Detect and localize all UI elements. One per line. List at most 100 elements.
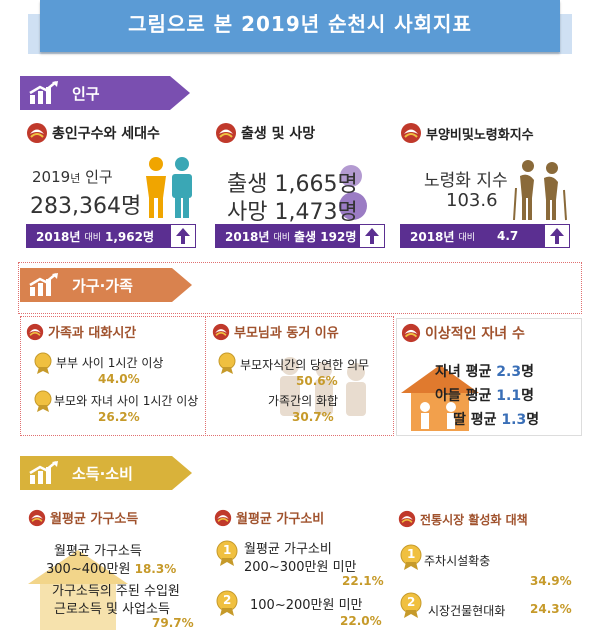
children-row-total: 자녀 평균 2.3명 (435, 361, 534, 381)
house-icon (28, 550, 128, 630)
heading-text: 부양비및노령화지수 (426, 127, 534, 143)
growth-chart-icon (29, 81, 58, 104)
city-logo-icon (398, 510, 416, 528)
card-aging-index: 부양비및노령화지수 노령화 지수 103.6 2018년 대비 4.7 (400, 122, 570, 252)
bar-value: 4.7 (497, 229, 519, 243)
household-cards-frame (20, 316, 394, 436)
row-unit: 명 (521, 364, 534, 380)
birth-value: 1,665명 (274, 172, 358, 197)
death-label: 사망 (227, 200, 268, 225)
card-monthly-spend: 월평균 가구소비 1 월평균 가구소비 200~300만원 미만 22.1% 2… (214, 508, 390, 632)
title-banner (40, 0, 560, 52)
card-heading: 이상적인 자녀 수 (401, 323, 581, 343)
city-logo-icon (401, 323, 421, 343)
growth-chart-icon (29, 273, 58, 296)
household-section-frame (18, 262, 582, 314)
tab-arrow-shape (20, 456, 192, 490)
population-label: 인구 (85, 168, 113, 186)
medal-icon (34, 352, 52, 374)
medal-icon (400, 544, 422, 570)
up-arrow-icon (359, 224, 385, 248)
bar-year: 2018년 (410, 229, 455, 244)
section-tab-household: 가구·가족 (20, 268, 192, 302)
death-line: 사망 1,473명 (227, 194, 358, 226)
death-value: 1,473명 (274, 200, 358, 225)
conversation-item2-pct: 26.2% (98, 410, 140, 424)
spend-item1a: 월평균 가구소비 (244, 542, 332, 557)
card-monthly-income: 월평균 가구소득 월평균 가구소득 300~400만원 18.3% 가구소득의 … (28, 508, 208, 632)
card-heading: 총인구수와 세대수 (26, 122, 196, 144)
income-line1: 월평균 가구소득 (54, 544, 142, 559)
card-heading: 부모님과 동거 이유 (212, 322, 388, 341)
section-tab-income: 소득·소비 (20, 456, 192, 490)
year-text: 2019 (32, 168, 71, 186)
city-logo-icon (27, 123, 47, 143)
section-label: 가구·가족 (72, 276, 133, 295)
income-range-pct: 18.3% (134, 562, 177, 576)
aging-change-bar: 2018년 대비 4.7 (400, 224, 570, 248)
bar-compare: 대비 (273, 232, 291, 243)
children-row-son: 아들 평균 1.1명 (435, 385, 534, 405)
city-logo-icon (26, 323, 44, 340)
row-value: 2.3 (496, 364, 522, 380)
bar-value: 출생 192명 (294, 229, 357, 244)
rank-medal-1: 1 (400, 544, 422, 570)
bar-year: 2018년 (36, 229, 81, 244)
heading-text: 이상적인 자녀 수 (425, 326, 525, 342)
conversation-item2: 부모와 자녀 사이 1시간 이상 (54, 394, 199, 408)
income-line4-pct: 79.7% (152, 616, 194, 630)
section-tab-population: 인구 (20, 76, 190, 110)
heading-text: 부모님과 동거 이유 (234, 326, 339, 341)
up-arrow-icon (170, 224, 196, 248)
city-logo-icon (216, 123, 236, 143)
row-value: 1.1 (496, 388, 522, 404)
heading-text: 가족과 대화시간 (48, 326, 137, 341)
heading-text: 월평균 가구소비 (236, 512, 325, 527)
tab-arrow-shape (20, 268, 192, 302)
income-range: 300~400만원 (46, 562, 131, 577)
rank-medal-1: 1 (216, 540, 238, 566)
heading-text: 월평균 가구소득 (50, 512, 139, 527)
row-label: 딸 평균 (453, 412, 497, 428)
market-item2-pct: 24.3% (530, 602, 572, 616)
market-item1-pct: 34.9% (530, 574, 572, 588)
conversation-item1-pct: 44.0% (98, 372, 140, 386)
population-year-line: 2019년 인구 (32, 166, 113, 187)
row-value: 1.3 (501, 412, 527, 428)
bar-compare: 대비 (84, 232, 102, 243)
heading-text: 출생 및 사망 (241, 126, 316, 142)
aging-label: 노령화 지수 (424, 171, 508, 191)
cohabit-item1: 부모자식간의 당연한 의무 (240, 358, 370, 372)
rank-number: 2 (407, 595, 416, 609)
medal-icon (216, 540, 238, 566)
family-silhouette-icon (280, 357, 366, 416)
medal-icon (218, 352, 236, 374)
row-unit: 명 (526, 412, 540, 428)
card-market-revitalization: 전통시장 활성화 대책 1 주차시설확충 34.9% 2 시장건물현대화 24.… (398, 510, 578, 632)
medal-icon (216, 590, 238, 616)
card-family-conversation: 가족과 대화시간 부부 사이 1시간 이상 44.0% 부모와 자녀 사이 1시… (26, 322, 202, 430)
rank-medal-2: 2 (400, 592, 422, 618)
spend-item2: 100~200만원 미만 (250, 598, 363, 613)
bar-year: 2018년 (225, 229, 270, 244)
row-unit: 명 (521, 388, 534, 404)
income-line2: 300~400만원 18.3% (46, 558, 176, 577)
cohabit-item2-pct: 30.7% (292, 410, 334, 424)
growth-chart-icon (29, 461, 58, 484)
card-ideal-children: 이상적인 자녀 수 자녀 평균 2.3명 아들 평균 1.1명 딸 평균 1.3… (396, 318, 582, 436)
children-row-daughter: 딸 평균 1.3명 (453, 409, 539, 429)
income-line3: 가구소득의 주된 수입원 (52, 584, 180, 599)
card-births-deaths: 출생 및 사망 출생 1,665명 사망 1,473명 2018년 대비 출생 19… (215, 122, 385, 252)
spend-item1-pct: 22.1% (342, 574, 384, 588)
city-logo-icon (214, 509, 232, 526)
people-icon (146, 157, 192, 218)
rank-medal-2: 2 (216, 590, 238, 616)
cohabit-item1-pct: 50.6% (296, 374, 338, 388)
spend-item2-pct: 22.0% (340, 614, 382, 628)
city-logo-icon (28, 509, 46, 526)
aging-value: 103.6 (446, 190, 498, 211)
card-heading: 월평균 가구소득 (28, 508, 208, 527)
income-line4: 근로소득 및 사업소득 (54, 602, 170, 617)
elderly-couple-icon (513, 160, 567, 221)
market-item1: 주차시설확충 (424, 554, 491, 568)
